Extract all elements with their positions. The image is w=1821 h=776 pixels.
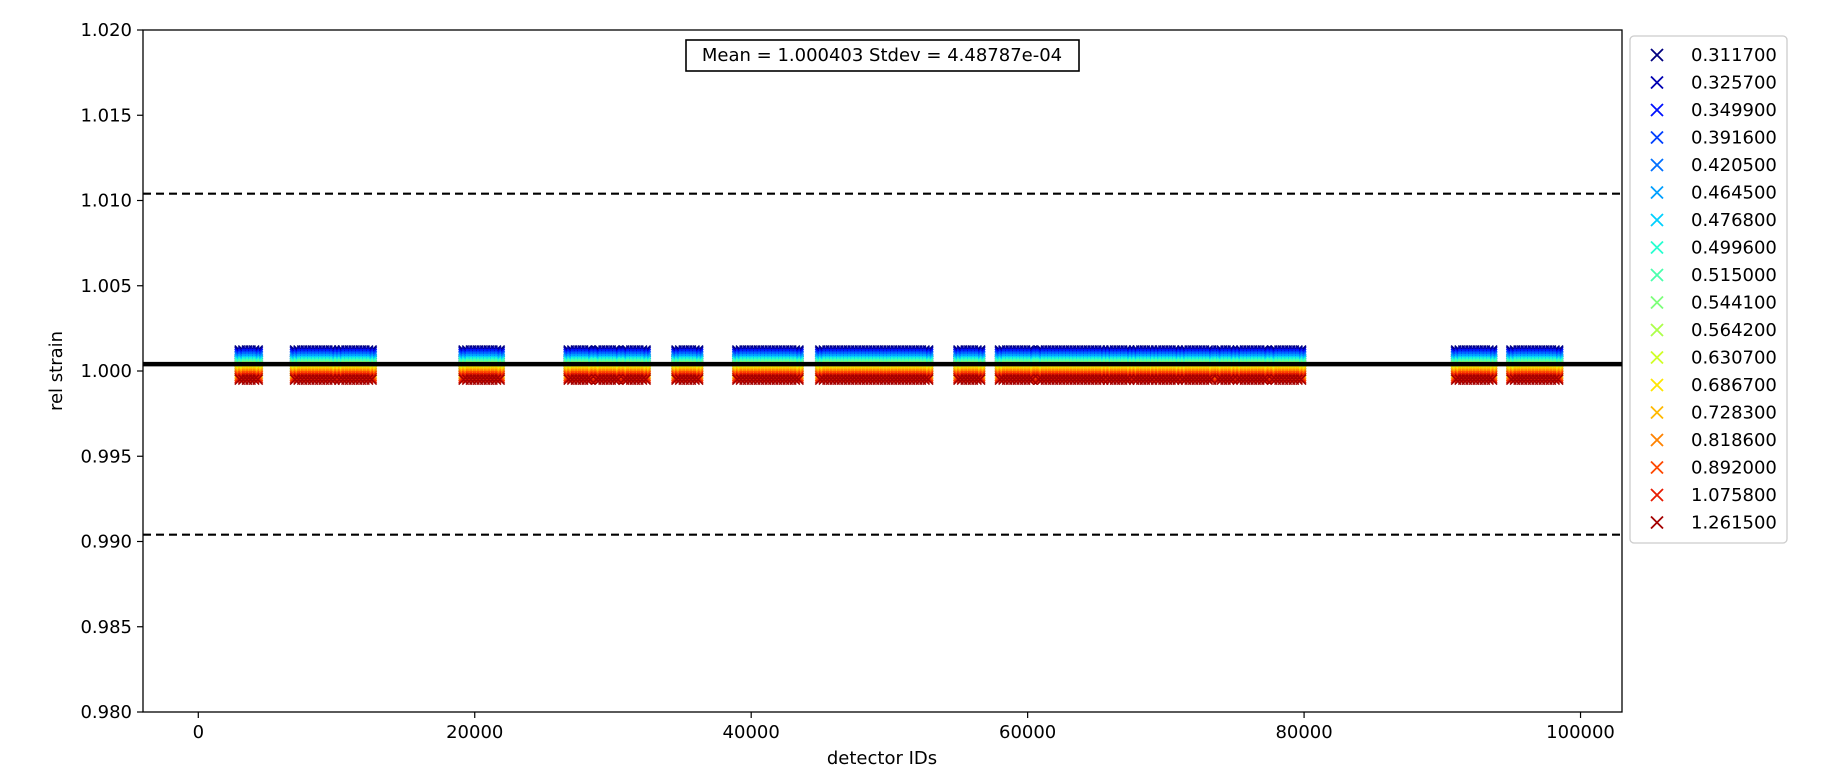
- y-tick-label: 1.010: [80, 191, 132, 212]
- legend-entry: 1.075800: [1650, 485, 1777, 506]
- y-tick-label: 0.995: [80, 446, 132, 467]
- legend-marker: [1650, 75, 1664, 90]
- legend-entry: 1.261500: [1650, 513, 1777, 534]
- legend-frame: [1629, 35, 1788, 544]
- legend-label: 0.686700: [1691, 375, 1777, 396]
- legend-label: 0.464500: [1691, 183, 1777, 204]
- legend-label: 0.311700: [1691, 45, 1777, 66]
- series-1.261500: [234, 373, 1564, 386]
- legend-label: 0.499600: [1691, 238, 1777, 259]
- annotation-frame: [685, 39, 1080, 72]
- legend-entry: 0.515000: [1650, 265, 1777, 286]
- y-tick-label: 1.015: [80, 105, 132, 126]
- legend-label: 1.261500: [1691, 513, 1777, 534]
- legend-entry: 0.325700: [1650, 73, 1777, 94]
- legend-label: 0.564200: [1691, 320, 1777, 341]
- legend-label: 0.325700: [1691, 73, 1777, 94]
- legend-label: 0.892000: [1691, 458, 1777, 479]
- y-tick-label: 0.985: [80, 617, 132, 638]
- annotation-text: Mean = 1.000403 Stdev = 4.48787e-04: [702, 45, 1062, 66]
- legend-entry: 0.564200: [1650, 320, 1777, 341]
- legend-marker: [1650, 103, 1664, 117]
- y-axis-label: rel strain: [46, 331, 67, 411]
- reference-lines: [143, 192, 1622, 536]
- legend-label: 0.818600: [1691, 430, 1777, 451]
- x-tick-label: 40000: [723, 722, 780, 743]
- legend-entry: 0.686700: [1650, 375, 1777, 396]
- x-tick-label: 100000: [1546, 722, 1615, 743]
- y-tick-label: 1.020: [80, 20, 132, 41]
- legend-marker: [1650, 185, 1664, 200]
- x-tick-label: 60000: [999, 722, 1056, 743]
- legend: 0.311700 0.325700 0.349900 0.391600 0.420500…: [1629, 35, 1788, 544]
- legend-marker: [1650, 460, 1664, 475]
- legend-marker: [1650, 240, 1664, 255]
- legend-marker: [1650, 48, 1664, 62]
- legend-marker: [1650, 350, 1664, 365]
- y-tick-label: 0.980: [80, 702, 132, 723]
- legend-entry: 0.499600: [1650, 238, 1777, 259]
- legend-label: 0.728300: [1691, 403, 1777, 424]
- x-tick-label: 80000: [1275, 722, 1332, 743]
- x-axis: 0 20000 40000 60000 80000 100000: [193, 712, 1615, 743]
- legend-marker: [1650, 268, 1664, 282]
- x-tick-label: 20000: [446, 722, 503, 743]
- y-axis: 0.980 0.985 0.990 0.995 1.000 1.005 1.010 1.015…: [80, 20, 143, 723]
- legend-marker: [1650, 158, 1664, 172]
- series-1.075800: [234, 372, 1564, 384]
- legend-label: 0.391600: [1691, 128, 1777, 149]
- y-tick-label: 1.005: [80, 276, 132, 297]
- legend-marker: [1650, 378, 1664, 392]
- annotation-box: Mean = 1.000403 Stdev = 4.48787e-04: [685, 39, 1080, 72]
- x-axis-label: detector IDs: [827, 748, 937, 769]
- legend-marker: [1650, 433, 1664, 447]
- legend-entry: 0.476800: [1650, 210, 1777, 231]
- legend-label: 0.476800: [1691, 210, 1777, 231]
- legend-entry: 0.349900: [1650, 100, 1777, 121]
- legend-entry: 0.391600: [1650, 128, 1777, 149]
- data-point-markers: [234, 373, 1564, 386]
- y-tick-label: 1.000: [80, 361, 132, 382]
- legend-entry: 0.892000: [1650, 458, 1777, 479]
- legend-marker: [1650, 295, 1664, 310]
- legend-marker: [1650, 488, 1664, 502]
- legend-marker: [1650, 405, 1664, 420]
- y-tick-label: 0.990: [80, 532, 132, 553]
- legend-label: 0.544100: [1691, 293, 1777, 314]
- legend-entry: 0.311700: [1650, 45, 1777, 66]
- legend-entry: 0.818600: [1650, 430, 1777, 451]
- legend-entry: 0.544100: [1650, 293, 1777, 314]
- legend-label: 0.630700: [1691, 348, 1777, 369]
- x-tick-label: 0: [193, 722, 204, 743]
- data-point-markers: [234, 372, 1564, 384]
- legend-marker: [1650, 515, 1664, 530]
- legend-entry: 0.464500: [1650, 183, 1777, 204]
- legend-entry: 0.728300: [1650, 403, 1777, 424]
- legend-marker: [1650, 323, 1664, 337]
- legend-entry: 0.420500: [1650, 155, 1777, 176]
- legend-entry: 0.630700: [1650, 348, 1777, 369]
- legend-label: 0.515000: [1691, 265, 1777, 286]
- legend-marker: [1650, 213, 1664, 227]
- legend-marker: [1650, 130, 1664, 145]
- legend-label: 0.420500: [1691, 155, 1777, 176]
- legend-label: 1.075800: [1691, 485, 1777, 506]
- legend-label: 0.349900: [1691, 100, 1777, 121]
